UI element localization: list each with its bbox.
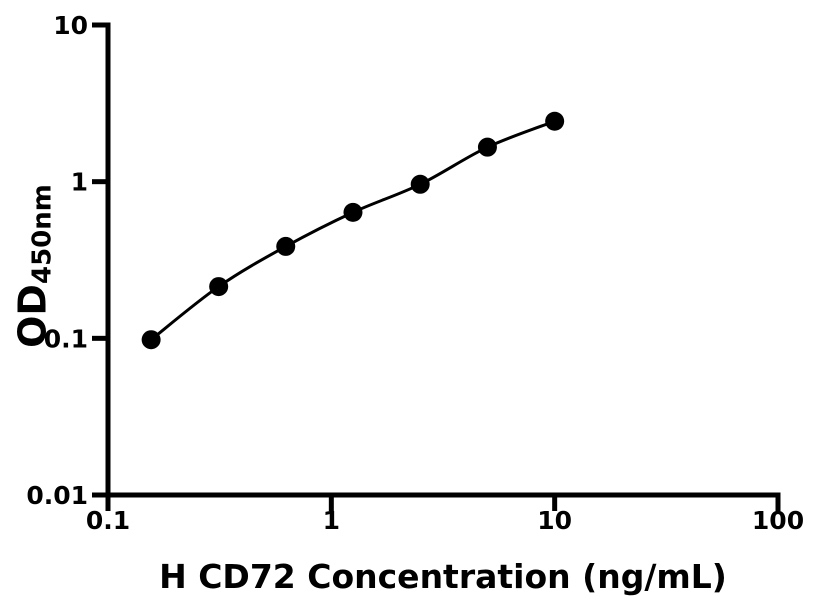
y-axis-label: OD450nm — [11, 184, 58, 348]
x-tick-label: 1 — [323, 506, 340, 535]
data-point — [545, 111, 565, 131]
data-point — [343, 202, 363, 222]
x-tick-label: 0.1 — [86, 506, 130, 535]
data-point — [410, 174, 430, 194]
y-tick-label: 0.01 — [26, 481, 88, 510]
y-axis-label-main: OD — [10, 284, 55, 348]
x-tick-label: 10 — [537, 506, 572, 535]
data-point — [209, 277, 229, 297]
x-tick-label: 100 — [752, 506, 804, 535]
axes-spines — [105, 22, 781, 498]
x-axis-label: H CD72 Concentration (ng/mL) — [159, 557, 727, 596]
data-point — [477, 137, 497, 157]
y-axis-label-subscript: 450nm — [27, 184, 58, 285]
y-tick-label: 10 — [53, 11, 88, 40]
data-point — [141, 330, 161, 350]
y-tick-label: 1 — [71, 168, 88, 197]
data-point — [276, 236, 296, 256]
standard-curve-line — [150, 119, 556, 341]
y-tick-label: 0.1 — [44, 324, 88, 353]
